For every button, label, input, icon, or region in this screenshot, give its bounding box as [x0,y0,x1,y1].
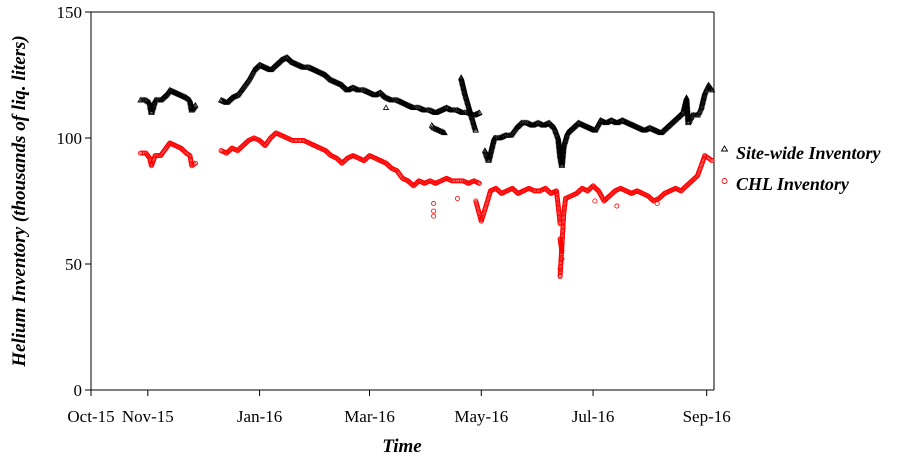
data-point-fill [434,126,441,132]
data-point-fill [644,125,651,132]
data-point-fill [347,85,355,91]
legend: Site-wide Inventory CHL Inventory [720,143,882,194]
y-tick-label: 100 [57,129,83,148]
data-point-fill [299,138,305,144]
series-layer [137,53,716,280]
y-axis-title: Helium Inventory (thousands of liq. lite… [9,35,30,367]
data-point-fill [708,157,714,163]
data-point-fill [475,109,482,116]
data-point [192,160,198,166]
series-site-wide [137,53,716,168]
data-point [430,124,437,131]
x-tick-label: May-16 [454,407,508,426]
data-point-fill [435,126,442,133]
legend-marker-chl [721,178,728,184]
data-point [183,94,190,100]
series-chl [137,130,715,280]
y-tick-label: 50 [65,255,82,274]
data-point-fill [184,95,191,101]
data-point-fill [606,117,613,124]
data-point-fill [432,125,440,132]
data-point-fill [261,142,267,148]
data-point-fill [536,188,542,194]
data-point [454,195,460,201]
data-point-fill [590,126,597,133]
x-tick-label: Jan-16 [237,407,282,426]
legend-marker-site-wide [720,145,729,152]
plot-area [90,11,715,391]
data-point [708,86,716,93]
data-point [472,127,479,133]
data-point [431,213,437,219]
data-point [142,96,150,103]
x-axis-title: Time [382,436,422,457]
data-point-fill [441,105,448,111]
data-point [476,109,483,115]
legend-label-site-wide: Site-wide Inventory [736,143,882,163]
data-point-fill [440,128,447,135]
x-axis-ticks: Oct-15 Nov-15 Jan-16 Mar-16 May-16 Jul-16 Sep-… [67,390,731,426]
data-point [441,129,448,136]
legend-label-chl: CHL Inventory [736,174,850,194]
data-point-fill [499,133,507,139]
data-point [557,221,563,227]
data-point-fill [439,128,446,135]
data-point [476,180,482,186]
data-point-fill [191,161,197,167]
x-tick-label: Oct-15 [67,407,114,426]
data-point-fill [459,178,465,184]
data-point-fill [474,110,481,117]
data-point [592,198,598,204]
data-point-fill [233,92,240,98]
data-point-fill [140,150,146,156]
data-point [614,203,620,209]
y-axis-ticks: 0 50 100 150 [57,3,91,400]
x-tick-label: Jul-16 [572,407,615,426]
data-point-fill [281,54,289,61]
data-point-fill [437,127,445,134]
y-tick-label: 0 [74,381,83,400]
data-point-fill [532,120,540,127]
data-point-fill [375,90,382,96]
data-point-fill [436,127,443,133]
data-point [709,158,715,164]
data-point [654,201,660,207]
data-point [192,101,199,108]
data-point-fill [181,93,189,100]
data-point [431,208,437,214]
x-tick-label: Nov-15 [122,407,174,426]
data-point-fill [144,97,151,104]
data-point-fill [616,117,624,124]
data-point-fill [543,120,551,127]
data-point-fill [431,125,439,131]
x-tick-label: Sep-16 [683,407,731,426]
data-point [382,104,390,110]
x-tick-label: Mar-16 [344,407,395,426]
data-point [431,201,437,207]
y-tick-label: 150 [57,3,83,22]
